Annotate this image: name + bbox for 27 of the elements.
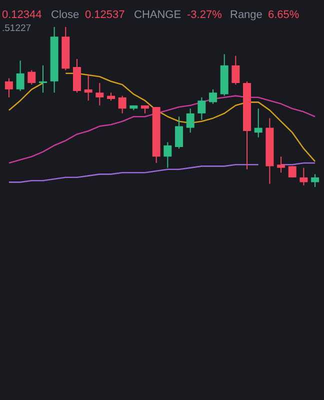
candlestick bbox=[96, 82, 104, 106]
candlestick bbox=[198, 96, 206, 120]
text: 0.12537 bbox=[85, 9, 125, 21]
text: 0.12344 bbox=[2, 9, 42, 21]
candlestick bbox=[277, 156, 286, 174]
candlestick bbox=[175, 116, 184, 150]
candlestick bbox=[84, 74, 92, 102]
candlestick bbox=[209, 88, 218, 104]
candlestick bbox=[288, 166, 296, 178]
candlestick bbox=[254, 108, 262, 138]
candlestick bbox=[72, 58, 81, 94]
candlestick bbox=[28, 70, 36, 86]
candlestick bbox=[118, 95, 126, 114]
candlestick bbox=[38, 64, 47, 94]
candlestick bbox=[232, 55, 240, 86]
candlestick bbox=[300, 167, 308, 186]
candlestick bbox=[164, 142, 172, 168]
candlestick bbox=[16, 60, 24, 92]
candlestick bbox=[186, 108, 194, 134]
candlestick bbox=[311, 174, 320, 188]
text: -3.27% bbox=[187, 9, 222, 21]
text: Close bbox=[51, 9, 80, 21]
text: Range bbox=[230, 9, 262, 21]
text: CHANGE bbox=[134, 9, 182, 21]
text: 6.65% bbox=[268, 9, 300, 21]
annotation: .51227 bbox=[2, 23, 32, 34]
candlestick bbox=[4, 78, 13, 98]
